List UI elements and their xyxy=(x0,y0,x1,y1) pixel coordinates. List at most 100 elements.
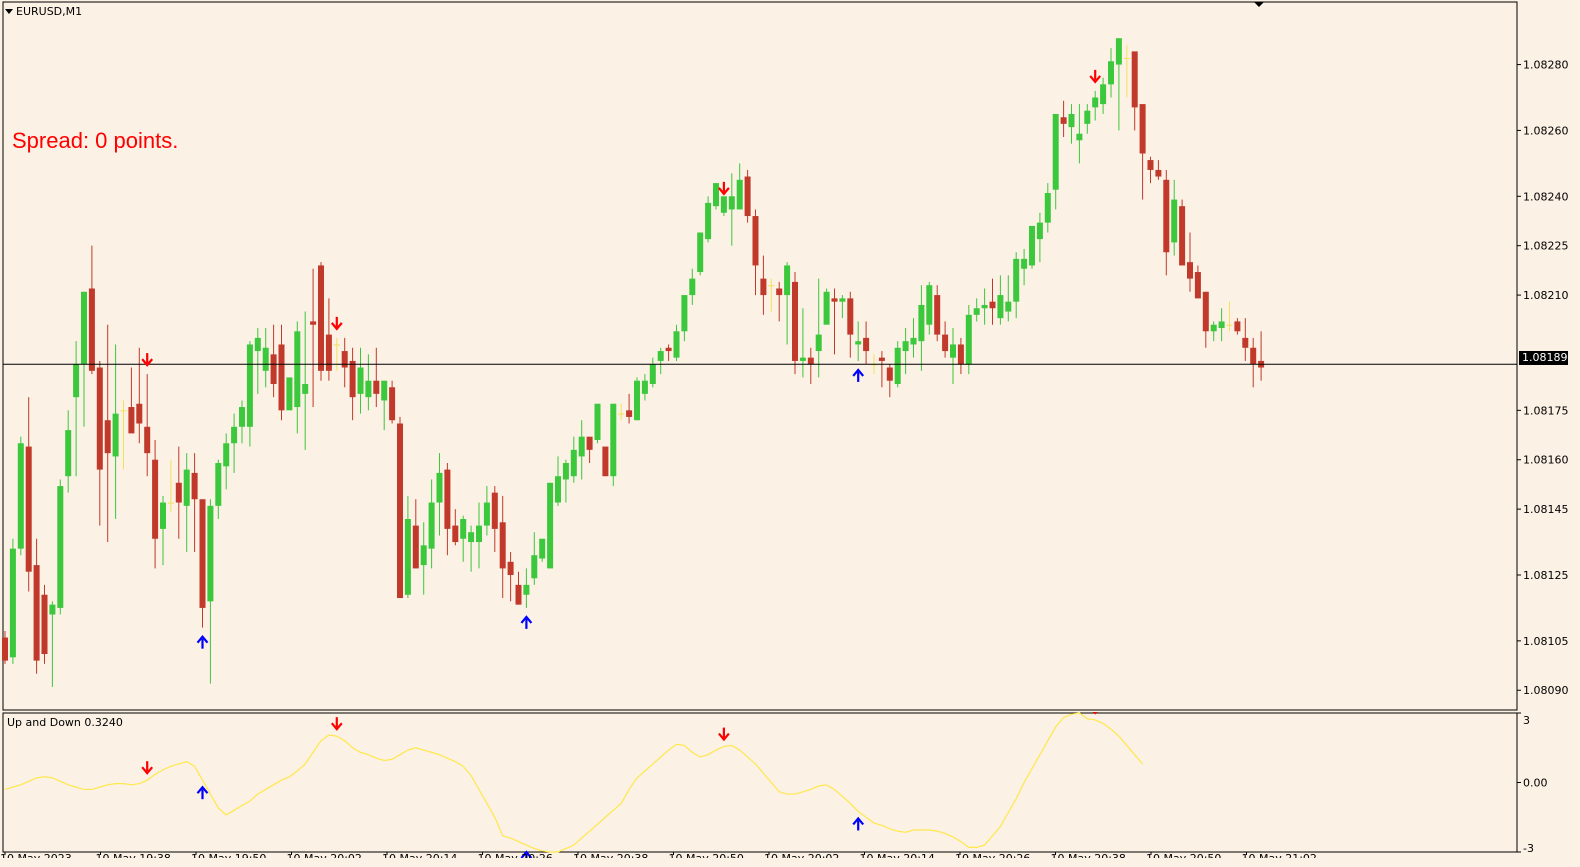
candle xyxy=(96,360,103,526)
candle-body xyxy=(665,347,672,352)
candle xyxy=(823,288,830,325)
candle xyxy=(1218,308,1225,342)
candle-body xyxy=(199,499,206,608)
x-tick-label: 10 May 20:50 xyxy=(1146,852,1221,858)
candle xyxy=(373,347,380,408)
sell-arrow-icon xyxy=(330,717,343,731)
candle-body xyxy=(1076,133,1083,141)
candle-body xyxy=(886,367,893,381)
candle xyxy=(499,495,506,599)
dropdown-triangle-icon[interactable] xyxy=(5,8,13,14)
y-tick-label: 1.08225 xyxy=(1523,240,1568,253)
candle-body xyxy=(499,522,506,569)
x-tick-label: 10 May 20:38 xyxy=(573,852,648,858)
candle-body xyxy=(1210,324,1217,332)
candle-body xyxy=(1115,38,1122,65)
y-tick-label: 1.08280 xyxy=(1523,59,1568,72)
candle xyxy=(1155,160,1162,180)
y-tick-label: 1.08210 xyxy=(1523,289,1568,302)
candle-body xyxy=(33,565,40,661)
candle-body xyxy=(460,519,467,539)
candle xyxy=(531,532,538,585)
candle xyxy=(239,400,245,444)
candle xyxy=(1005,275,1012,322)
candle-body xyxy=(815,334,822,352)
candle xyxy=(57,479,64,615)
candle xyxy=(389,380,396,424)
candle xyxy=(136,347,143,444)
shift-marker-icon xyxy=(1254,2,1264,7)
candle xyxy=(957,337,964,375)
candle-body xyxy=(799,357,806,361)
candle xyxy=(523,568,530,608)
candle xyxy=(246,341,253,447)
candle-body xyxy=(160,502,166,529)
candle xyxy=(25,397,32,592)
candle xyxy=(1092,90,1099,121)
candle-body xyxy=(823,291,830,325)
candle xyxy=(365,354,372,411)
y-tick-label: -3 xyxy=(1523,842,1534,855)
candle-body xyxy=(81,291,87,365)
candle xyxy=(1139,104,1146,200)
candle xyxy=(183,453,190,552)
candle xyxy=(144,374,151,477)
candle xyxy=(1052,113,1059,210)
candle-body xyxy=(144,426,151,454)
candle xyxy=(934,285,941,342)
candle-body xyxy=(286,377,293,411)
candle xyxy=(167,459,174,513)
candle xyxy=(483,486,490,536)
candle xyxy=(112,344,119,520)
candle xyxy=(673,324,680,361)
candle-body xyxy=(515,584,522,605)
symbol-title: EURUSD,M1 xyxy=(5,4,82,18)
candle-body xyxy=(25,446,32,572)
candle-body xyxy=(191,472,198,500)
candle-body xyxy=(341,351,348,368)
candle-body xyxy=(373,380,380,394)
candle-body xyxy=(705,202,712,240)
indicator-title: Up and Down 0.3240 xyxy=(7,716,123,729)
candle xyxy=(452,509,459,546)
candle-body xyxy=(215,463,222,506)
candle-body xyxy=(1060,117,1067,124)
candle-body xyxy=(728,196,735,210)
x-tick-label: 10 May 20:02 xyxy=(287,852,362,858)
price-chart[interactable]: 1.08280 1.08260 1.08240 1.08225 1.08210 1.081… xyxy=(0,0,1568,712)
candle xyxy=(120,400,127,470)
candle-body xyxy=(807,357,814,365)
candle xyxy=(989,278,996,325)
candle-body xyxy=(112,413,119,457)
candle xyxy=(752,209,759,296)
candle-body xyxy=(855,341,862,345)
candle xyxy=(318,262,324,381)
candle-body xyxy=(768,285,775,287)
x-tick-label: 10 May 20:14 xyxy=(382,852,457,858)
candle-body xyxy=(349,360,356,398)
candle-body xyxy=(973,308,980,315)
candle-body xyxy=(657,351,664,361)
candle xyxy=(1210,321,1217,342)
candle-body xyxy=(649,364,656,384)
candle-body xyxy=(1139,104,1146,154)
candle xyxy=(681,295,688,342)
candle-body xyxy=(404,519,411,595)
candle xyxy=(17,436,24,556)
candle xyxy=(665,344,672,361)
candle-body xyxy=(1226,324,1233,326)
candle-body xyxy=(49,604,56,615)
candle-body xyxy=(673,331,680,358)
current-price-tag: 1.08189 xyxy=(1519,351,1568,365)
candle xyxy=(2,630,8,664)
candle-body xyxy=(246,344,253,427)
candle-body xyxy=(531,555,538,579)
candle-body xyxy=(523,584,530,595)
candle xyxy=(9,538,16,664)
candle-body xyxy=(365,380,372,398)
candle xyxy=(468,525,475,572)
candle xyxy=(713,183,719,210)
candle xyxy=(855,321,862,361)
y-tick-label: 1.08105 xyxy=(1523,635,1568,648)
indicator-chart[interactable]: 3 0.00 -3 10 May 2023 10 May 19:38 10 May 19:… xyxy=(0,712,1568,858)
